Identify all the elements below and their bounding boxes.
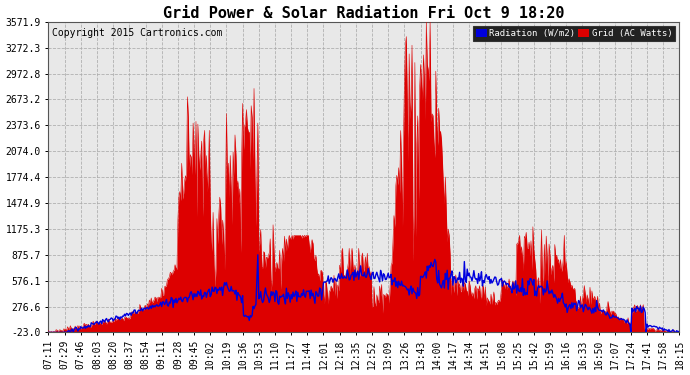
Title: Grid Power & Solar Radiation Fri Oct 9 18:20: Grid Power & Solar Radiation Fri Oct 9 1… (164, 6, 564, 21)
Legend: Radiation (W/m2), Grid (AC Watts): Radiation (W/m2), Grid (AC Watts) (473, 26, 675, 41)
Text: Copyright 2015 Cartronics.com: Copyright 2015 Cartronics.com (52, 28, 222, 38)
